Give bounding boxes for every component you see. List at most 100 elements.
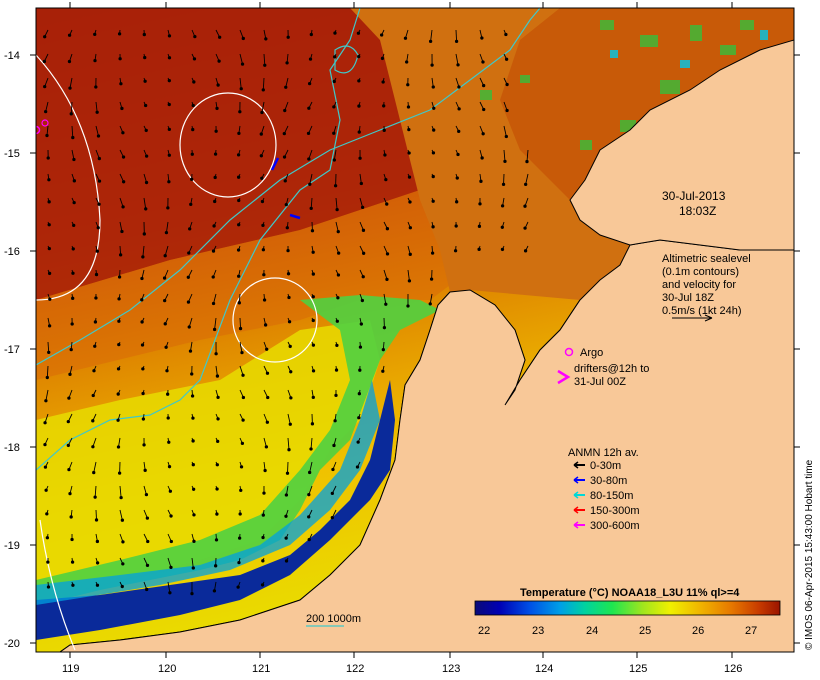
velocity-arrow-head xyxy=(428,39,433,44)
velocity-arrow-head xyxy=(117,275,122,279)
velocity-arrow-head xyxy=(359,181,363,186)
velocity-arrow-head xyxy=(45,133,49,138)
velocity-arrow-head xyxy=(289,370,293,374)
velocity-arrow-head xyxy=(43,35,47,39)
altimetry-line: 0.5m/s (1kt 24h) xyxy=(662,305,741,317)
velocity-arrow-head xyxy=(288,344,292,349)
colorbar-tick: 25 xyxy=(639,625,651,637)
velocity-arrow-head xyxy=(215,487,219,491)
velocity-arrow-head xyxy=(311,369,316,373)
velocity-arrow-head xyxy=(358,345,363,349)
velocity-arrow-head xyxy=(168,489,173,493)
velocity-arrow-head xyxy=(45,536,50,540)
velocity-arrow xyxy=(310,437,313,450)
velocity-arrow-head xyxy=(524,182,528,187)
velocity-arrow xyxy=(309,461,313,473)
velocity-arrow-head xyxy=(332,158,336,162)
colorbar-tick: 23 xyxy=(532,625,544,637)
velocity-arrow-head xyxy=(477,224,482,228)
velocity-arrow-head xyxy=(380,56,385,61)
drifters-legend: drifters@12h to 31-Jul 00Z xyxy=(557,363,649,388)
velocity-arrow-head xyxy=(504,134,508,139)
velocity-arrow-head xyxy=(144,128,148,133)
velocity-arrow-head xyxy=(121,562,125,566)
velocity-arrow-head xyxy=(215,512,219,516)
velocity-arrow-head xyxy=(44,488,48,492)
velocity-arrow-head xyxy=(523,226,527,230)
velocity-arrow-head xyxy=(67,396,71,400)
velocity-arrow-head xyxy=(332,105,336,109)
velocity-arrow-head xyxy=(359,322,363,326)
velocity-arrow-head xyxy=(432,106,436,110)
velocity-arrow-head xyxy=(310,229,315,233)
velocity-arrow-head xyxy=(477,247,481,251)
velocity-arrow-head xyxy=(70,560,75,564)
velocity-arrow-head xyxy=(311,318,315,323)
velocity-arrow-head xyxy=(406,105,411,109)
velocity-arrow-head xyxy=(311,272,315,276)
velocity-arrow-head xyxy=(481,83,486,88)
velocity-arrow-head xyxy=(335,343,339,347)
velocity-arrow-head xyxy=(212,327,217,332)
velocity-arrow-head xyxy=(284,514,288,518)
velocity-arrow xyxy=(287,413,291,425)
velocity-arrow xyxy=(503,125,507,137)
velocity-arrow xyxy=(263,53,266,66)
velocity-arrow-head xyxy=(236,153,241,157)
velocity-arrow-head xyxy=(95,539,100,544)
velocity-arrow-field xyxy=(42,29,529,596)
velocity-arrow-head xyxy=(238,326,243,331)
velocity-arrow-head xyxy=(93,32,97,37)
velocity-arrow-head xyxy=(286,272,291,276)
velocity-arrow xyxy=(526,149,529,162)
velocity-arrow-head xyxy=(361,228,366,232)
velocity-arrow-head xyxy=(239,488,243,492)
velocity-arrow-head xyxy=(308,470,312,475)
velocity-arrow-head xyxy=(335,207,339,212)
anmn-item-label: 150-300m xyxy=(590,505,640,517)
velocity-arrow-head xyxy=(192,539,196,543)
velocity-arrow-head xyxy=(188,349,193,353)
argo-label: Argo xyxy=(580,347,603,359)
lat-tick-label: -18 xyxy=(4,442,20,454)
velocity-arrow-head xyxy=(145,516,150,520)
velocity-arrow-head xyxy=(94,85,98,89)
sealevel-contour-west xyxy=(36,54,101,301)
velocity-arrow-head xyxy=(67,468,71,472)
lat-tick-label: -20 xyxy=(4,638,20,650)
velocity-arrow xyxy=(335,197,338,210)
velocity-arrow-head xyxy=(265,347,269,351)
velocity-arrow-head xyxy=(145,563,150,567)
velocity-arrow-head xyxy=(406,304,410,308)
velocity-arrow-head xyxy=(264,37,268,41)
velocity-arrow xyxy=(455,53,459,65)
velocity-arrow-head xyxy=(360,205,365,209)
velocity-arrow-head xyxy=(261,559,265,563)
velocity-arrow-head xyxy=(42,59,47,64)
colorbar-tick: 22 xyxy=(478,625,490,637)
velocity-arrow-head xyxy=(214,564,218,568)
lat-tick-label: -16 xyxy=(4,246,20,258)
velocity-arrow-head xyxy=(192,513,196,517)
velocity-arrow-head xyxy=(306,131,311,136)
velocity-arrow-head xyxy=(307,81,312,86)
velocity-arrow-head xyxy=(284,202,288,207)
velocity-arrow-head xyxy=(309,206,313,210)
velocity-arrow-head xyxy=(94,272,99,277)
timestamp-annotation: 30-Jul-2013 18:03Z xyxy=(662,189,726,218)
velocity-arrow-head xyxy=(380,33,384,37)
velocity-arrow-head xyxy=(261,513,265,517)
velocity-arrow xyxy=(383,293,387,305)
velocity-arrow-head xyxy=(97,202,101,206)
velocity-arrow-head xyxy=(141,391,145,396)
velocity-arrow-head xyxy=(191,127,195,132)
velocity-arrow-head xyxy=(334,393,338,398)
velocity-arrow-head xyxy=(238,110,242,114)
velocity-arrow-head xyxy=(361,275,365,279)
velocity-arrow-head xyxy=(163,299,167,303)
velocity-arrow-head xyxy=(525,159,529,164)
velocity-arrow-head xyxy=(214,538,219,542)
velocity-arrow-head xyxy=(307,493,311,497)
velocity-arrow-head xyxy=(93,320,98,324)
velocity-arrow-head xyxy=(408,200,412,204)
